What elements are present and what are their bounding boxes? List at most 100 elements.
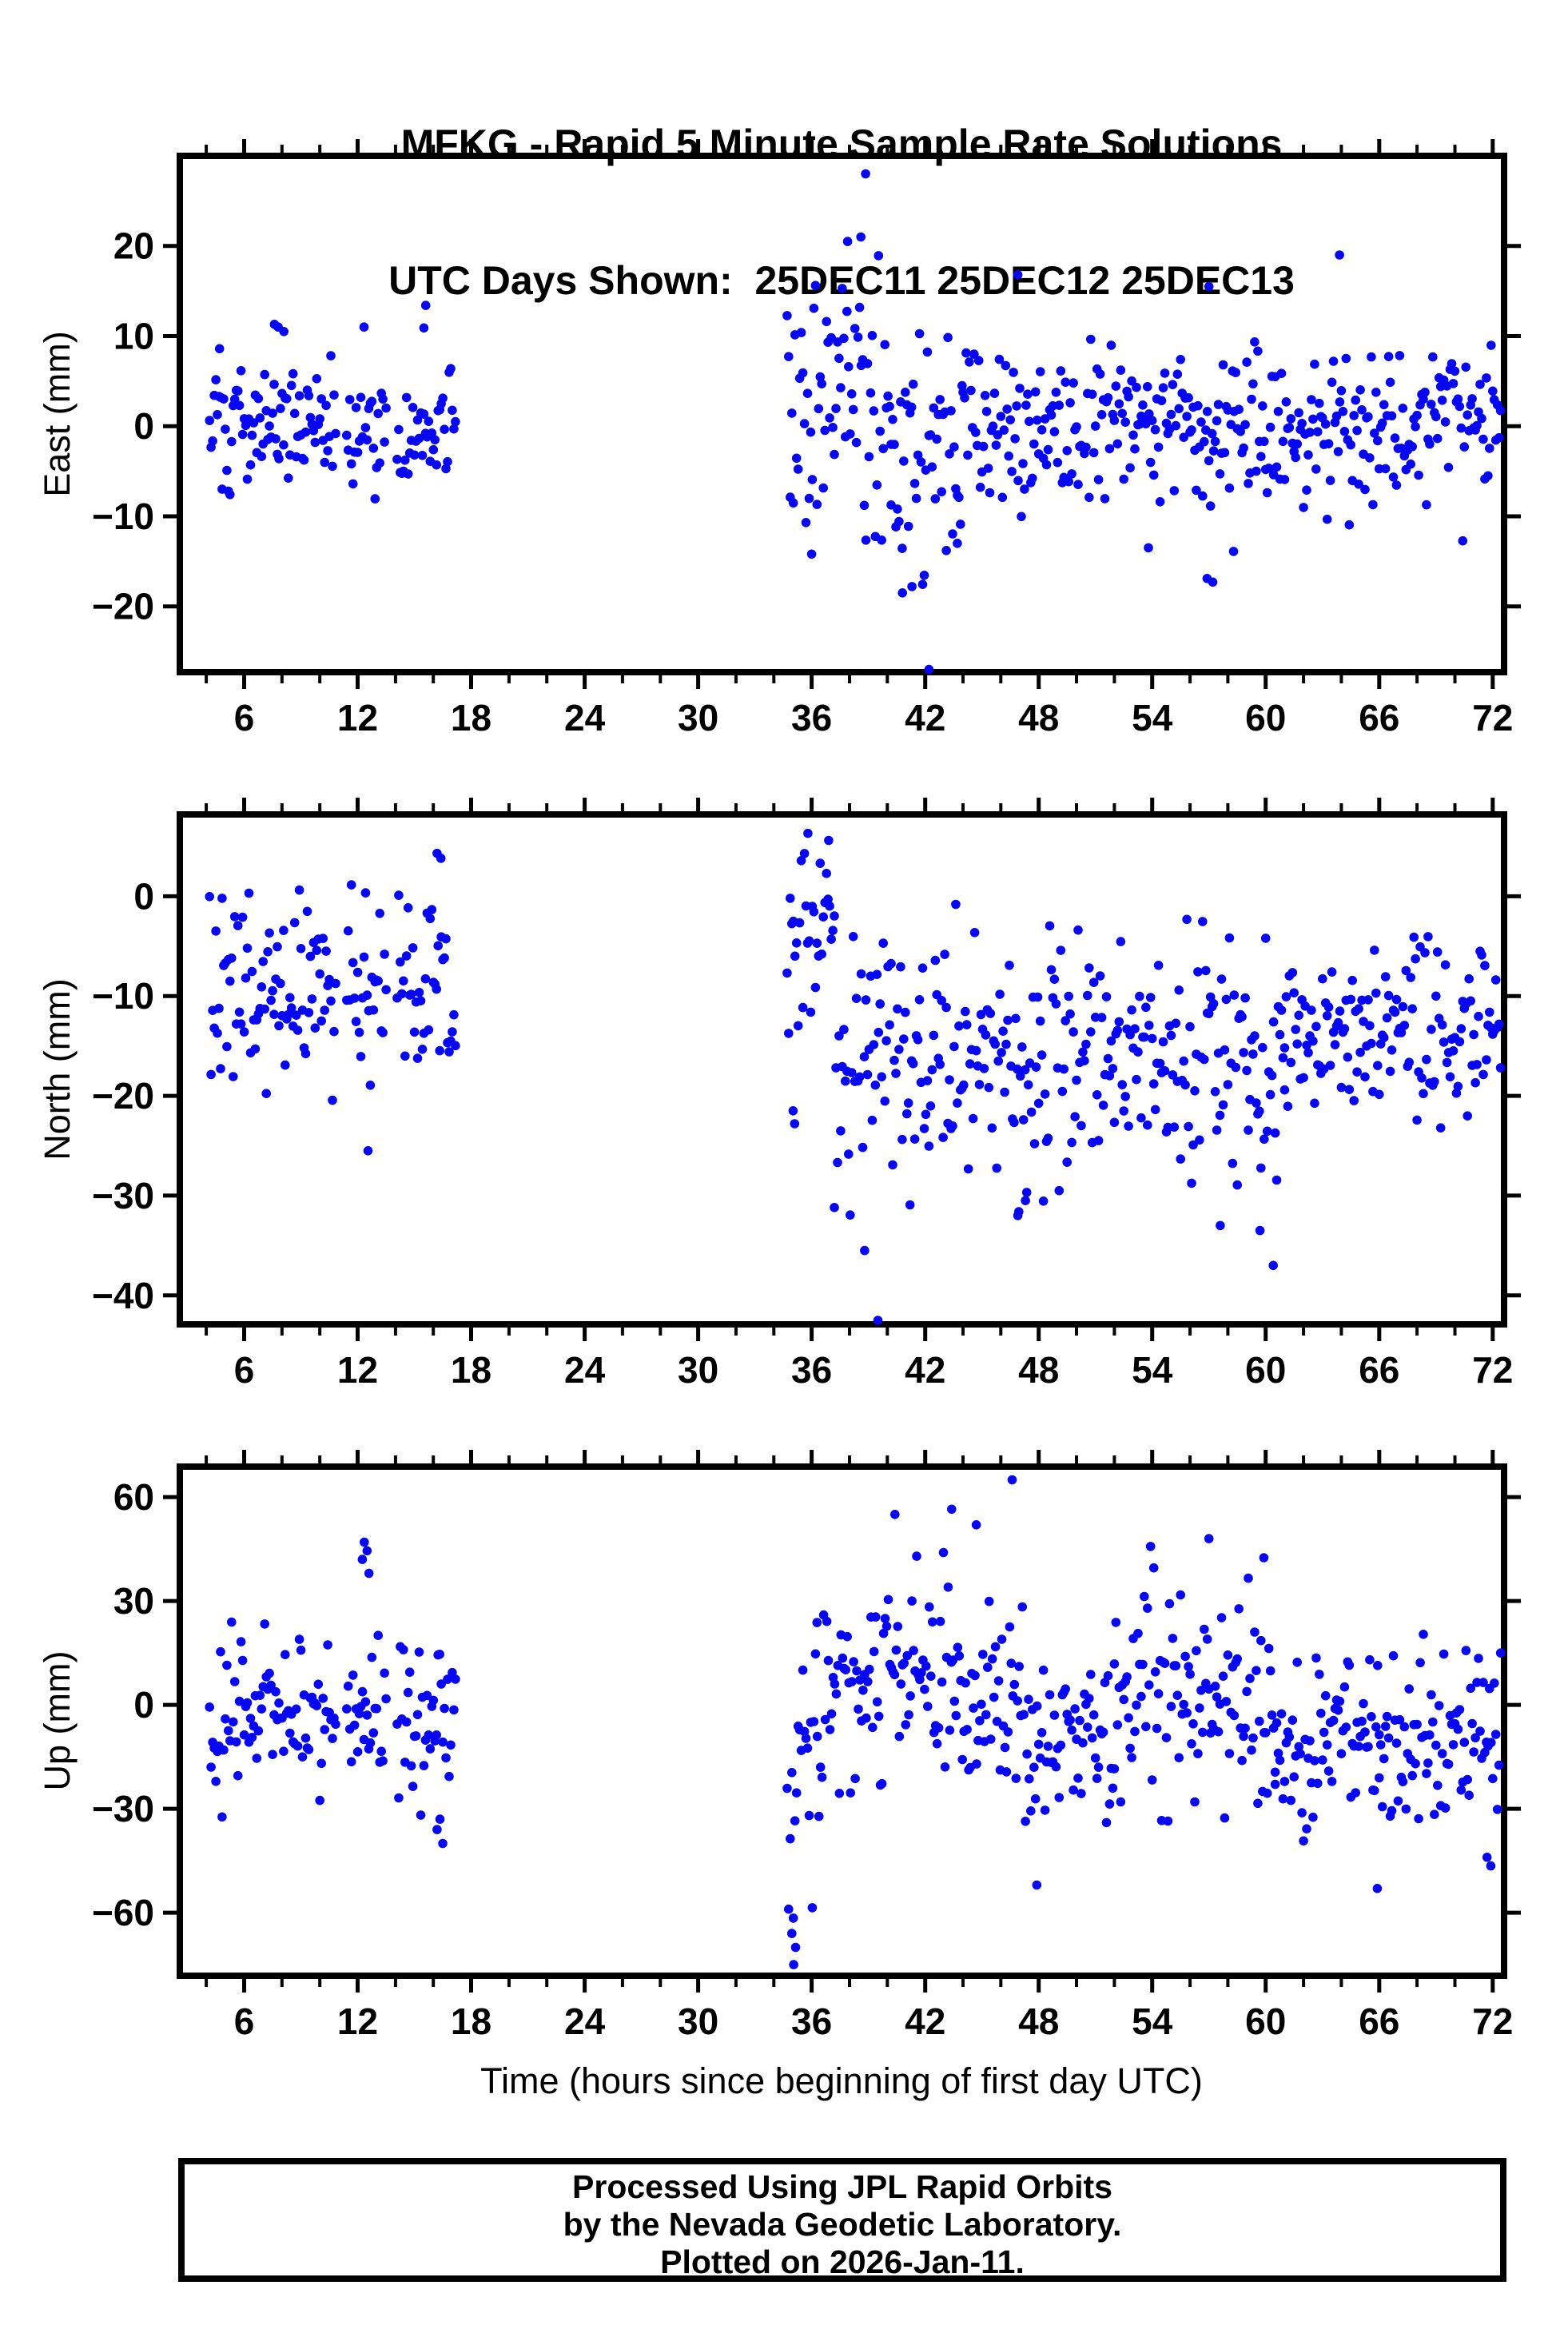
data-point xyxy=(1073,925,1083,935)
data-point xyxy=(1124,1713,1133,1723)
data-point xyxy=(1272,462,1282,472)
data-point xyxy=(237,429,248,440)
data-point xyxy=(1315,398,1324,408)
data-point xyxy=(872,1697,882,1707)
data-point xyxy=(403,469,413,479)
data-point xyxy=(451,1674,460,1684)
data-point xyxy=(1155,497,1165,507)
data-point xyxy=(1404,1684,1414,1694)
data-point xyxy=(993,430,1003,440)
data-point xyxy=(1422,1769,1431,1778)
data-point xyxy=(1287,968,1298,977)
data-point xyxy=(1307,1005,1316,1015)
data-point xyxy=(870,1080,881,1090)
data-point xyxy=(1399,1021,1410,1030)
data-point xyxy=(1086,1027,1096,1037)
data-point xyxy=(1190,1797,1200,1807)
data-point xyxy=(271,1686,281,1697)
data-point xyxy=(1009,1679,1020,1690)
data-point xyxy=(794,918,805,928)
data-point xyxy=(1012,401,1021,411)
data-point xyxy=(356,1052,366,1061)
data-point xyxy=(893,1622,903,1631)
data-point xyxy=(419,1761,429,1770)
data-point xyxy=(1453,394,1463,404)
data-point xyxy=(994,354,1005,364)
data-point xyxy=(1032,1701,1042,1711)
data-point xyxy=(870,1612,881,1622)
data-point xyxy=(1478,1069,1488,1080)
data-point xyxy=(933,1723,944,1733)
data-point xyxy=(1440,1803,1451,1813)
data-point xyxy=(416,996,426,1005)
data-point xyxy=(978,1650,988,1659)
data-point xyxy=(801,518,811,528)
x-tick-label: 72 xyxy=(1472,1349,1513,1391)
data-point xyxy=(1494,432,1504,443)
data-point xyxy=(1279,1085,1290,1095)
data-point xyxy=(1001,360,1011,371)
data-point xyxy=(938,1547,949,1558)
data-point xyxy=(911,493,921,504)
data-point xyxy=(373,1630,384,1640)
data-point xyxy=(342,1704,352,1714)
data-point xyxy=(1256,1635,1266,1646)
data-point xyxy=(1124,1121,1133,1131)
data-point xyxy=(851,437,862,448)
data-point xyxy=(1276,1709,1287,1719)
data-point xyxy=(862,1713,871,1723)
data-point xyxy=(279,440,289,450)
data-point xyxy=(1352,425,1362,436)
data-point xyxy=(276,404,285,413)
y-tick-label: −10 xyxy=(92,975,154,1017)
data-point xyxy=(1373,1061,1383,1070)
data-point xyxy=(784,1029,794,1038)
x-tick-label: 12 xyxy=(337,1349,378,1391)
data-point xyxy=(1279,1043,1290,1053)
data-point xyxy=(399,1645,408,1654)
data-point xyxy=(1164,1598,1175,1609)
data-point xyxy=(349,1720,360,1730)
data-point xyxy=(1456,423,1467,433)
data-point xyxy=(304,1008,314,1017)
data-point xyxy=(903,521,913,531)
data-point xyxy=(954,492,964,503)
data-point xyxy=(844,1149,854,1159)
data-point xyxy=(1355,1047,1365,1057)
data-point xyxy=(975,1716,985,1726)
data-point xyxy=(320,457,330,468)
data-point xyxy=(894,1045,904,1054)
data-point xyxy=(1095,369,1105,379)
data-point xyxy=(312,1701,322,1710)
data-point xyxy=(1302,485,1311,495)
data-point xyxy=(968,1113,978,1124)
data-point xyxy=(985,1009,996,1018)
data-point xyxy=(899,1658,909,1668)
data-point xyxy=(1018,459,1028,468)
data-point xyxy=(236,366,246,376)
data-point xyxy=(1464,973,1474,984)
data-point xyxy=(257,452,267,461)
data-point xyxy=(929,1030,939,1041)
data-point xyxy=(1411,954,1420,964)
data-point xyxy=(1265,1089,1275,1100)
data-point xyxy=(1239,443,1248,453)
y-tick-label: 0 xyxy=(133,1684,154,1726)
data-point xyxy=(1158,1037,1168,1047)
data-point xyxy=(1049,427,1060,436)
data-point xyxy=(1056,366,1066,376)
data-point xyxy=(451,1041,460,1051)
data-point xyxy=(274,1698,284,1708)
data-point xyxy=(401,951,412,961)
data-point xyxy=(948,1121,957,1131)
data-point xyxy=(1428,352,1438,362)
data-point xyxy=(1253,1798,1263,1809)
data-point xyxy=(1346,994,1356,1005)
data-point xyxy=(1180,1080,1190,1090)
data-point xyxy=(1218,360,1228,370)
data-point xyxy=(206,1762,216,1772)
footer-text: Processed Using JPL Rapid Orbits by the … xyxy=(185,2164,1500,2281)
data-point xyxy=(1237,1755,1247,1766)
data-point xyxy=(1166,1702,1176,1711)
data-point xyxy=(830,1679,840,1689)
